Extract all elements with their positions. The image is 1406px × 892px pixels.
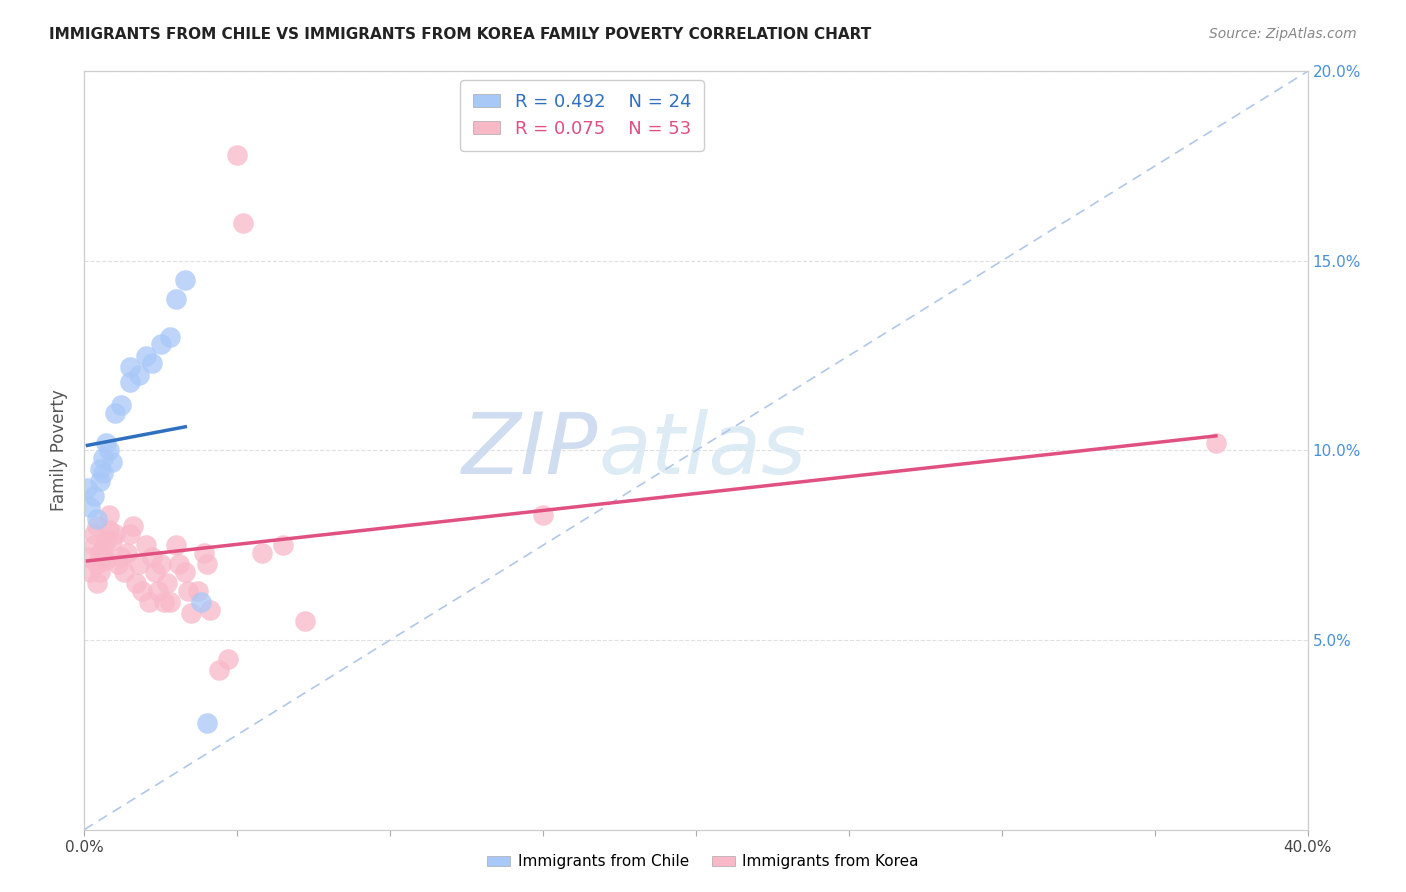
Point (122, 519, 145, 533)
Point (91, 467, 114, 481)
Point (141, 549, 163, 564)
Point (97, 508, 120, 522)
Point (97, 443, 120, 458)
Point (174, 273, 197, 287)
Point (86, 557, 108, 572)
Point (83, 526, 105, 541)
Text: IMMIGRANTS FROM CHILE VS IMMIGRANTS FROM KOREA FAMILY POVERTY CORRELATION CHART: IMMIGRANTS FROM CHILE VS IMMIGRANTS FROM… (49, 27, 872, 42)
Point (91, 549, 114, 564)
Point (128, 368, 150, 382)
Text: atlas: atlas (598, 409, 806, 492)
Point (83, 538, 105, 552)
Point (143, 565, 166, 579)
Text: Source: ZipAtlas.com: Source: ZipAtlas.com (1209, 27, 1357, 41)
Point (217, 652, 239, 666)
Y-axis label: Family Poverty: Family Poverty (51, 390, 69, 511)
Point (1205, 436, 1227, 450)
Point (146, 583, 169, 598)
Legend: Immigrants from Chile, Immigrants from Korea: Immigrants from Chile, Immigrants from K… (481, 848, 925, 875)
Point (89, 474, 111, 488)
Point (226, 148, 249, 162)
Point (76, 482, 98, 496)
Point (125, 576, 148, 591)
Point (138, 595, 160, 609)
Point (195, 716, 218, 731)
Point (294, 614, 316, 628)
Point (193, 546, 215, 560)
Point (91, 542, 114, 557)
Point (104, 406, 127, 420)
Point (86, 519, 108, 533)
Point (115, 546, 138, 560)
Point (186, 583, 208, 598)
Point (89, 462, 111, 476)
Point (190, 595, 212, 609)
Point (89, 546, 111, 560)
Point (110, 398, 132, 412)
Point (165, 538, 187, 552)
Point (94, 534, 117, 549)
Point (120, 359, 142, 375)
Point (120, 526, 142, 541)
Text: ZIP: ZIP (461, 409, 598, 492)
Point (104, 526, 127, 541)
Point (97, 523, 120, 537)
Point (94, 553, 117, 567)
Point (101, 534, 124, 549)
Point (135, 538, 157, 552)
Point (86, 576, 108, 591)
Point (101, 455, 124, 469)
Point (89, 565, 111, 579)
Point (177, 583, 200, 598)
Point (149, 557, 172, 572)
Point (232, 216, 254, 230)
Point (112, 565, 135, 579)
Point (180, 607, 202, 621)
Point (110, 549, 132, 564)
Point (120, 376, 142, 390)
Point (198, 603, 221, 617)
Point (159, 595, 181, 609)
Point (153, 595, 176, 609)
Point (174, 565, 197, 579)
Point (83, 489, 105, 503)
Point (167, 557, 190, 572)
Point (531, 508, 554, 522)
Point (91, 451, 114, 466)
Point (86, 512, 108, 526)
Point (94, 436, 117, 450)
Point (76, 549, 98, 564)
Point (128, 557, 150, 572)
Point (135, 349, 157, 363)
Point (79, 500, 101, 515)
Point (107, 557, 129, 572)
Point (131, 583, 153, 598)
Point (208, 664, 231, 678)
Point (250, 546, 273, 560)
Point (141, 356, 163, 370)
Point (195, 557, 218, 572)
Point (165, 292, 187, 306)
Point (149, 337, 172, 351)
Legend: R = 0.492    N = 24, R = 0.075    N = 53: R = 0.492 N = 24, R = 0.075 N = 53 (460, 80, 703, 151)
Point (156, 576, 179, 591)
Point (79, 565, 101, 579)
Point (159, 330, 181, 344)
Point (271, 538, 294, 552)
